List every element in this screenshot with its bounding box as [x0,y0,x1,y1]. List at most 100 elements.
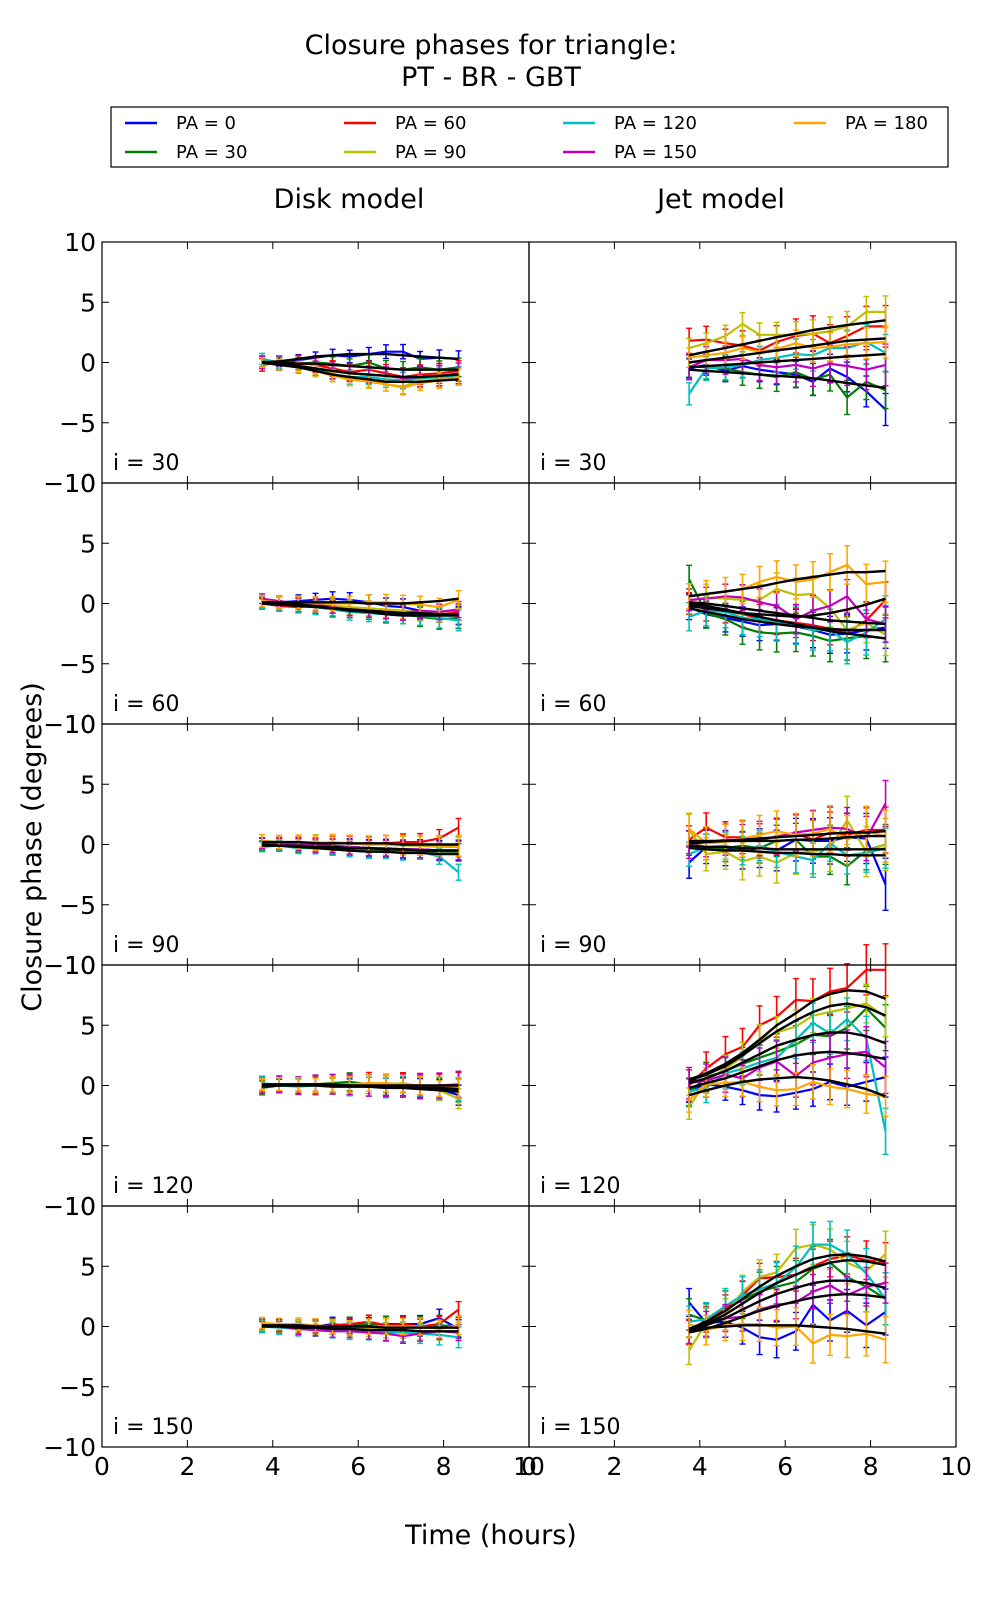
column-title-jet: Jet model [655,184,785,215]
inclination-label: i = 150 [113,1415,194,1440]
inclination-label: i = 120 [113,1174,194,1199]
data-line [688,1002,887,1108]
model-curve [262,352,459,364]
y-tick-label: 10 [64,1192,96,1221]
y-tick-label: 10 [64,951,96,980]
y-tick-label: −10 [43,951,96,980]
x-tick-label: 2 [606,1452,622,1481]
model-curve [262,1324,459,1329]
model-curve [689,834,886,843]
model-curve [688,1075,886,1098]
inclination-label: i = 150 [540,1415,621,1440]
data-line [688,1080,886,1101]
figure-title-line1: Closure phases for triangle: [305,30,678,61]
model-curve [688,1292,886,1334]
model-curve [688,1252,886,1331]
data-line [689,594,886,626]
legend-label: PA = 120 [614,113,697,134]
data-line [688,340,887,395]
model-curve [261,361,459,383]
y-tick-label: 5 [80,770,96,799]
inclination-label: i = 90 [540,933,607,958]
panel-jet-row-5: 0 2 4 6 8 10 i = 150 [521,1205,972,1481]
data-line [688,818,886,864]
model-curve [688,989,886,1081]
model-curve [688,319,886,357]
inclination-label: i = 60 [113,692,180,717]
series-pa-180 [686,545,889,610]
x-tick-label: 4 [265,1452,281,1481]
legend-label: PA = 150 [614,142,697,163]
data-line [688,578,886,643]
legend-items: PA = 0 PA = 30 PA = 60 PA = 90 PA = 120 PA = … [125,113,928,163]
y-tick-label: 5 [80,288,96,317]
legend-box [110,106,949,168]
y-tick-label: 5 [80,1011,96,1040]
data-line [688,1301,887,1341]
x-tick-label: 0 [521,1452,537,1481]
series-pa-120 [686,997,889,1155]
y-tick-label: 0 [80,1313,96,1342]
model-curve [262,840,459,846]
data-line [688,1017,887,1132]
x-tick-label: 6 [350,1452,366,1481]
data-line [688,968,886,1087]
panel-jet-row-4: i = 120 [528,943,957,1207]
model-curve [688,569,886,598]
series-pa-180 [686,1064,889,1118]
model-curve [688,1002,886,1082]
y-axis-label: Closure phase (degrees) [17,682,48,1012]
data-line [688,363,887,411]
model-curve [688,607,886,632]
model-curve [689,601,886,626]
panel-disk-row-2: −10 −5 0 5 10 i = 60 [43,469,530,739]
model-curve [688,597,886,618]
figure-title-line2: PT - BR - GBT [401,62,581,93]
inclination-label: i = 120 [540,1174,621,1199]
series-pa-180 [686,1306,889,1364]
model-curve [689,368,886,389]
panel-disk-row-4: −10 −5 0 5 10 i = 120 [43,951,530,1221]
panels: −10 −5 0 5 10 i = 30 i = 30 −10 −5 0 5 10 i = 60 i = … [43,228,972,1481]
x-tick-label: 10 [513,1452,545,1481]
y-tick-label: 10 [64,710,96,739]
model-curve [262,1325,459,1333]
x-tick-label: 2 [179,1452,195,1481]
panel-disk-row-3: −10 −5 0 5 10 i = 90 [43,710,530,980]
inclination-label: i = 60 [540,692,607,717]
model-curve [689,352,886,369]
y-tick-label: −5 [59,1132,96,1161]
inclination-label: i = 90 [113,933,180,958]
y-tick-label: 5 [80,1252,96,1281]
legend-label: PA = 90 [395,142,466,163]
x-tick-label: 0 [94,1452,110,1481]
data-line [688,340,886,359]
panel-disk-row-1: −10 −5 0 5 10 i = 30 [43,228,530,498]
y-tick-label: 10 [64,469,96,498]
model-curve [688,1279,886,1333]
model-curve [689,844,886,851]
panel-jet-row-2: i = 60 [528,482,957,725]
model-curve [262,844,459,856]
y-tick-label: −5 [59,650,96,679]
panel-jet-row-3: i = 90 [528,723,957,966]
x-tick-label: 4 [692,1452,708,1481]
y-tick-label: 10 [64,228,96,257]
column-title-disk: Disk model [274,184,425,215]
series-pa-0 [686,812,889,911]
x-tick-label: 6 [777,1452,793,1481]
x-tick-label: 8 [436,1452,452,1481]
model-curve [688,1050,886,1090]
legend-label: PA = 180 [845,113,928,134]
model-curve [688,337,886,364]
y-tick-label: 0 [80,1072,96,1101]
model-curve [689,1324,886,1335]
inclination-label: i = 30 [113,451,180,476]
y-tick-label: −10 [43,1192,96,1221]
y-tick-label: −10 [43,469,96,498]
model-curve [688,1031,886,1085]
model-curve [262,597,459,605]
y-tick-label: 0 [80,831,96,860]
x-axis-label: Time (hours) [404,1520,577,1551]
